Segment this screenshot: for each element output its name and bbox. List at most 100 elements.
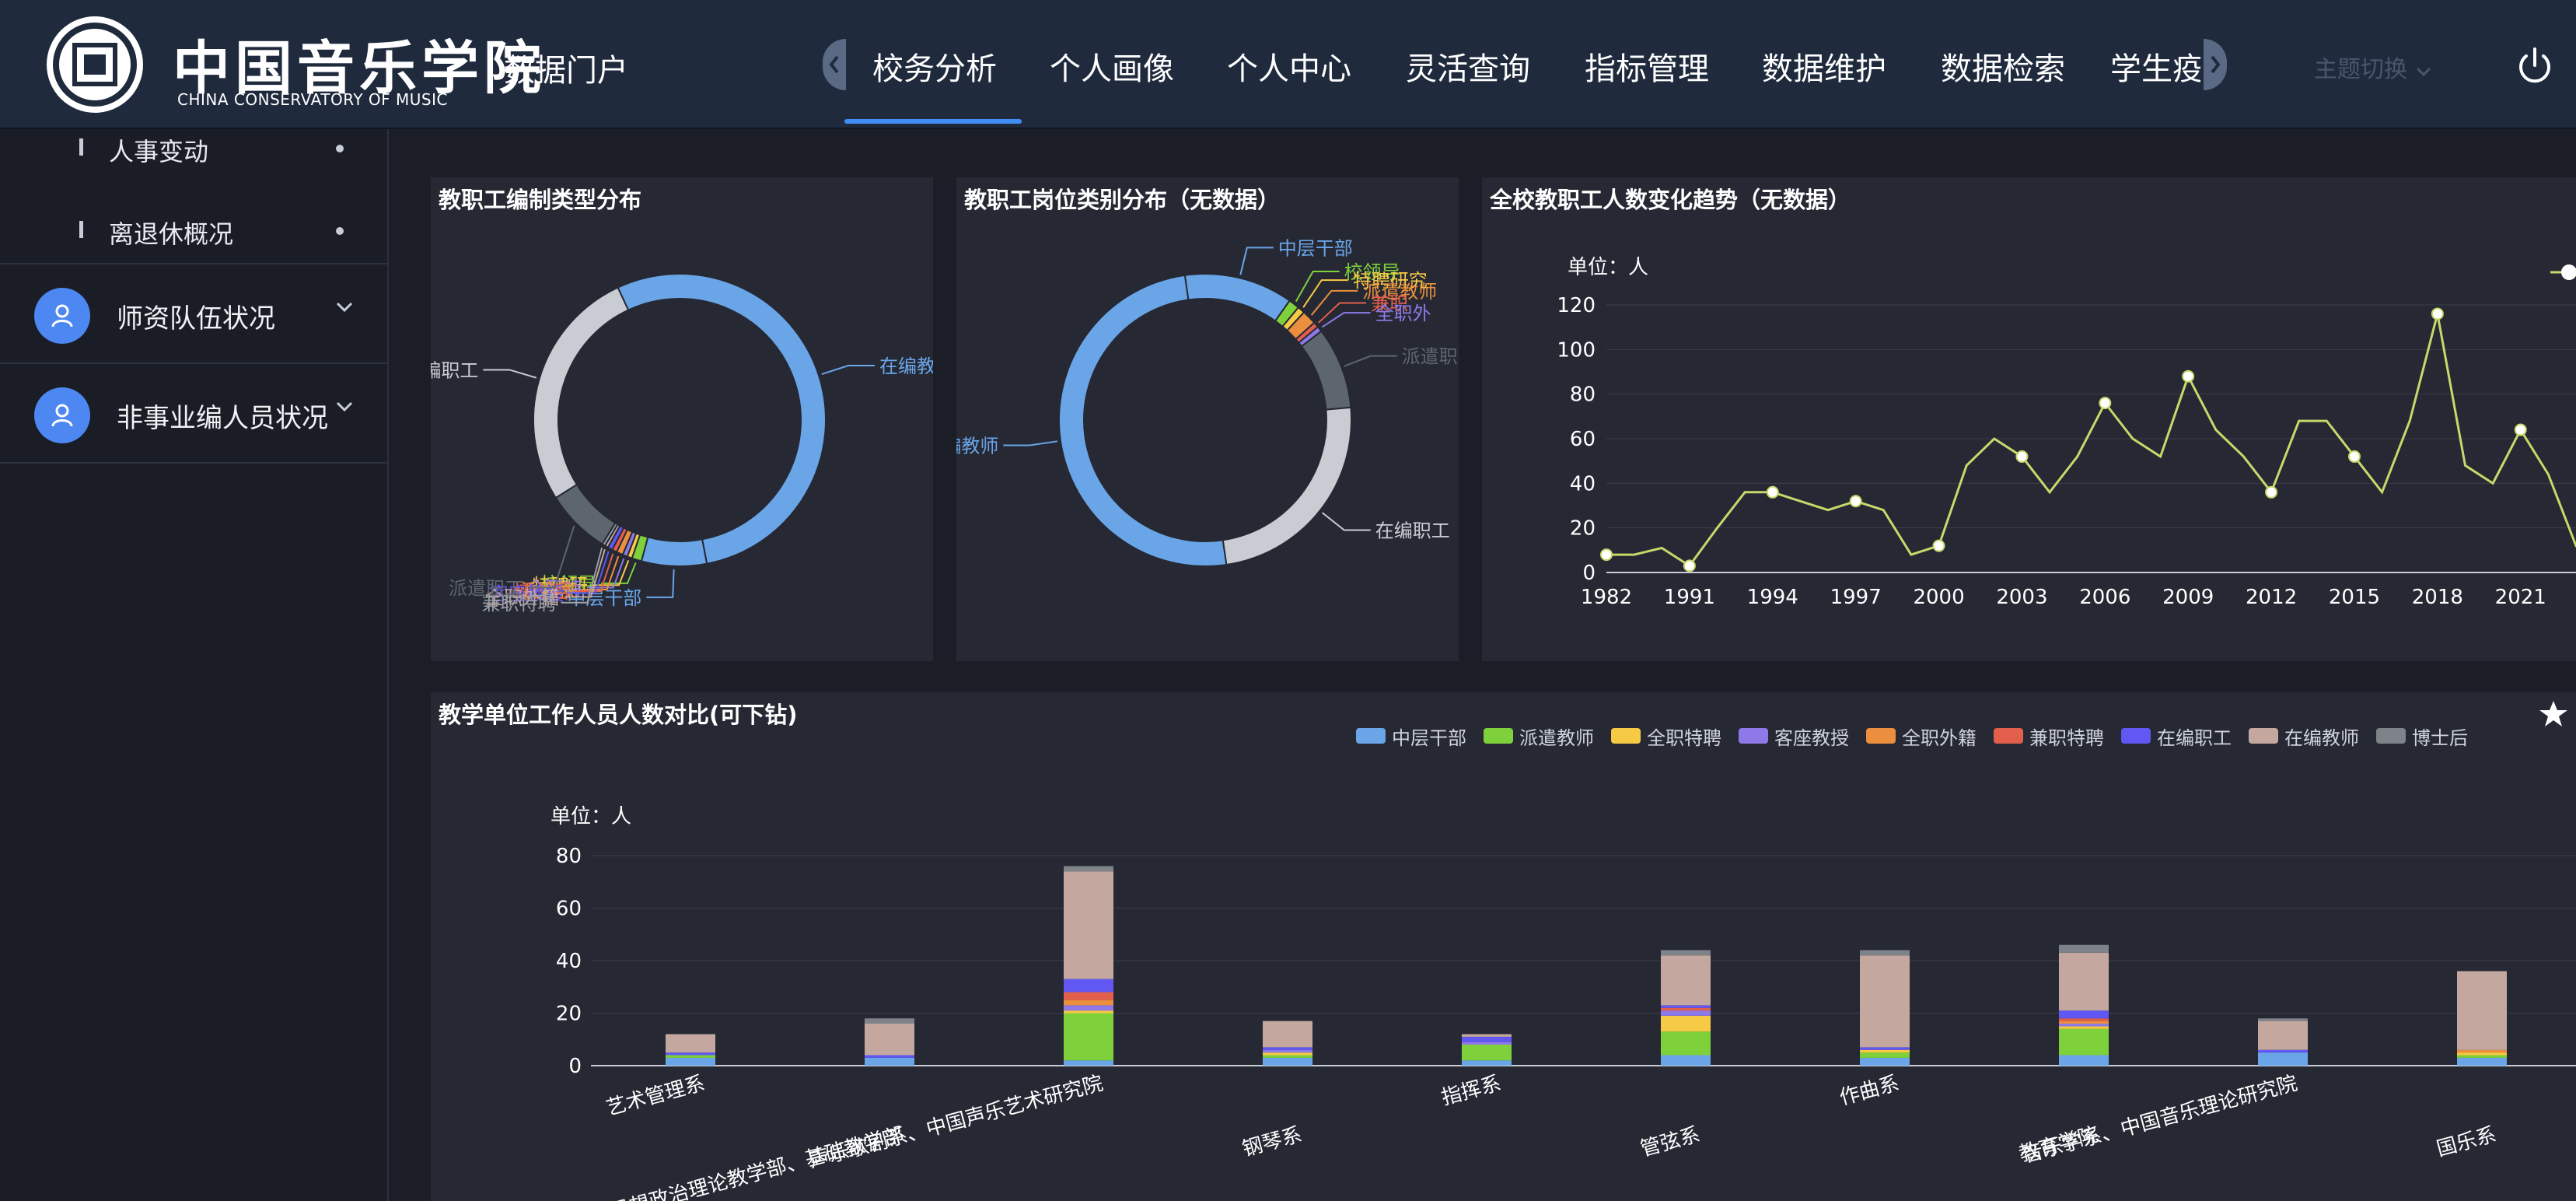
bar-segment[interactable] <box>666 1052 715 1056</box>
bar-segment[interactable] <box>865 1024 914 1056</box>
bar-segment[interactable] <box>666 1057 715 1066</box>
school-logo[interactable]: 中国音乐学院 CHINA CONSERVATORY OF MUSIC <box>40 14 541 115</box>
bar-segment[interactable] <box>1661 1015 1711 1032</box>
sidebar-item-retirement[interactable]: 离退休概况 <box>0 207 389 254</box>
bar-segment[interactable] <box>865 1055 914 1058</box>
legend-item[interactable]: 兼职特聘 <box>1994 723 2104 750</box>
bar-segment[interactable] <box>1462 1060 1512 1066</box>
bar-segment[interactable] <box>1462 1045 1512 1061</box>
donut1-slice[interactable] <box>640 536 708 567</box>
bar-segment[interactable] <box>2258 1049 2308 1053</box>
bar-segment[interactable] <box>2258 1021 2308 1050</box>
bar-segment[interactable] <box>2059 1028 2109 1056</box>
bar-segment[interactable] <box>1661 1005 1711 1008</box>
donut2-slice[interactable] <box>1222 406 1352 566</box>
bar-segment[interactable] <box>1064 979 1113 993</box>
bar-segment[interactable] <box>1263 1057 1312 1066</box>
nav-tab-personal-center[interactable]: 个人中心 <box>1227 51 1351 87</box>
sidebar-group-faculty[interactable]: 师资队伍状况 <box>0 264 389 362</box>
bar-segment[interactable] <box>666 1034 715 1053</box>
legend-item[interactable]: 派遣教师 <box>1484 723 1594 750</box>
bar-segment[interactable] <box>2457 1049 2507 1053</box>
bar-segment[interactable] <box>1263 1049 1312 1053</box>
bar-segment[interactable] <box>1661 1010 1711 1016</box>
bar-segment[interactable] <box>1661 1031 1711 1056</box>
nav-tab-flexible-query[interactable]: 灵活查询 <box>1406 51 1530 87</box>
bar-segment[interactable] <box>1064 866 1113 872</box>
bar-segment[interactable] <box>2059 1024 2109 1027</box>
bar-segment[interactable] <box>1860 1047 1910 1050</box>
bar-segment[interactable] <box>2258 1018 2308 1021</box>
bar-segment[interactable] <box>1064 1000 1113 1006</box>
bar-segment[interactable] <box>1661 1055 1711 1066</box>
bar-segment[interactable] <box>2059 944 2109 953</box>
bar-segment[interactable] <box>865 1057 914 1066</box>
bar-segment[interactable] <box>1860 1052 1910 1058</box>
line-point[interactable] <box>2265 485 2278 499</box>
legend-item[interactable]: 全职外籍 <box>1866 723 1977 750</box>
line-point[interactable] <box>2514 423 2527 436</box>
bar-segment[interactable] <box>1661 950 1711 956</box>
bar-segment[interactable] <box>1462 1042 1512 1045</box>
star-icon[interactable] <box>2538 699 2569 730</box>
bar-segment[interactable] <box>1064 992 1113 1000</box>
legend-item[interactable]: 客座教授 <box>1739 723 1849 750</box>
nav-tab-data-maintenance[interactable]: 数据维护 <box>1762 51 1886 87</box>
nav-tab-student-epidemic[interactable]: 学生疫 <box>2110 51 2200 87</box>
donut1-slice[interactable] <box>554 483 617 545</box>
bar-segment[interactable] <box>1661 1007 1711 1011</box>
donut1-slice[interactable] <box>617 273 827 565</box>
bar-segment[interactable] <box>1064 871 1113 979</box>
nav-scroll-left-button[interactable] <box>823 39 846 90</box>
bar-segment[interactable] <box>2457 1052 2507 1056</box>
nav-tab-indicator-management[interactable]: 指标管理 <box>1585 51 1709 87</box>
line-point[interactable] <box>2182 369 2195 383</box>
bar-segment[interactable] <box>2059 952 2109 1011</box>
bar-segment[interactable] <box>2059 1021 2109 1024</box>
bar-segment[interactable] <box>2059 1018 2109 1021</box>
bar-segment[interactable] <box>1462 1034 1512 1037</box>
donut2-slice[interactable] <box>1057 274 1228 567</box>
bar-segment[interactable] <box>1860 1057 1910 1066</box>
donut2-slice[interactable] <box>1300 330 1352 411</box>
line-point[interactable] <box>2015 450 2029 463</box>
bar-segment[interactable] <box>865 1018 914 1024</box>
sidebar-group-non-staff[interactable]: 非事业编人员状况 <box>0 364 389 462</box>
donut1-slice[interactable] <box>533 286 630 499</box>
bar-segment[interactable] <box>2059 1010 2109 1019</box>
nav-tab-data-search[interactable]: 数据检索 <box>1941 51 2065 87</box>
line-point[interactable] <box>1932 539 1945 552</box>
line-point[interactable] <box>2099 397 2112 410</box>
bar-segment[interactable] <box>1064 1060 1113 1066</box>
bar-segment[interactable] <box>1661 955 1711 1006</box>
bar-segment[interactable] <box>2457 1057 2507 1066</box>
bar-segment[interactable] <box>1462 1036 1512 1042</box>
legend-item[interactable]: 中层干部 <box>1356 723 1466 750</box>
bar-segment[interactable] <box>1064 1013 1113 1061</box>
nav-scroll-right-button[interactable] <box>2204 39 2227 90</box>
donut2-slice[interactable] <box>1183 273 1291 323</box>
bar-segment[interactable] <box>2258 1052 2308 1066</box>
line-point[interactable] <box>1600 548 1613 562</box>
bar-segment[interactable] <box>1263 1052 1312 1056</box>
bar-segment[interactable] <box>2059 1026 2109 1029</box>
sidebar-item-personnel-changes[interactable]: 人事变动 <box>0 124 389 171</box>
nav-tab-school-analysis[interactable]: 校务分析 <box>872 51 997 87</box>
line-point[interactable] <box>2347 450 2361 463</box>
line-point[interactable] <box>1683 559 1696 572</box>
bar-segment[interactable] <box>1860 955 1910 1048</box>
bar-segment[interactable] <box>1064 1005 1113 1011</box>
bar-segment[interactable] <box>1860 950 1910 956</box>
bar-segment[interactable] <box>1263 1047 1312 1050</box>
bar-segment[interactable] <box>2457 971 2507 1050</box>
line-point[interactable] <box>1849 495 1862 508</box>
line-point[interactable] <box>1766 485 1779 499</box>
legend-item[interactable]: 在编教师 <box>2249 723 2359 750</box>
line-point[interactable] <box>2431 307 2444 320</box>
bar-segment[interactable] <box>1263 1055 1312 1058</box>
bar-segment[interactable] <box>666 1055 715 1058</box>
nav-tab-personal-profile[interactable]: 个人画像 <box>1050 51 1174 87</box>
logout-button[interactable] <box>2515 45 2555 89</box>
legend-item[interactable]: 在编职工 <box>2121 723 2232 750</box>
legend-item[interactable]: 全职特聘 <box>1611 723 1721 750</box>
